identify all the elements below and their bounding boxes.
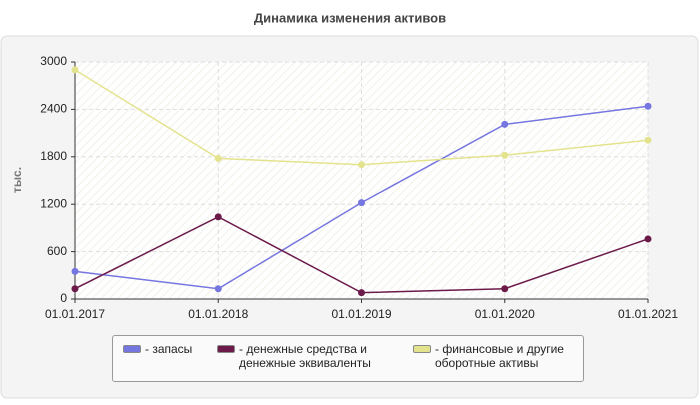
data-point [71, 267, 79, 275]
data-point [358, 161, 365, 169]
y-tick-label: 0 [60, 291, 67, 305]
legend-swatch [123, 345, 141, 353]
data-point [358, 199, 365, 207]
legend-item: - денежные средства и денежные эквивален… [217, 342, 399, 370]
data-point [501, 285, 509, 293]
data-point [214, 154, 222, 162]
x-tick-label: 01.01.2021 [618, 307, 678, 321]
data-point [214, 285, 222, 293]
data-point [214, 213, 222, 221]
legend: - запасы - денежные средства и денежные э… [112, 335, 584, 382]
legend-item: - финансовые и другие оборотные активы [413, 342, 595, 370]
data-point [644, 136, 652, 144]
data-point [71, 285, 79, 293]
legend-swatch [217, 345, 235, 353]
legend-label: - финансовые и другие оборотные активы [435, 342, 564, 370]
y-tick-label: 3000 [40, 54, 67, 68]
legend-label: - запасы [145, 342, 193, 356]
data-point [644, 235, 652, 243]
legend-swatch [413, 345, 431, 353]
chart-title: Динамика изменения активов [254, 10, 446, 25]
legend-label: - денежные средства и денежные эквивален… [239, 342, 371, 370]
x-tick-label: 01.01.2018 [188, 307, 248, 321]
x-tick-label: 01.01.2017 [45, 307, 105, 321]
y-axis-label: тыс. [10, 167, 24, 193]
y-tick-label: 1800 [40, 149, 67, 163]
data-point [501, 120, 509, 128]
legend-item: - запасы [123, 342, 225, 356]
data-point [644, 102, 652, 110]
x-tick-label: 01.01.2019 [331, 307, 391, 321]
y-tick-label: 1200 [40, 196, 67, 210]
x-tick-label: 01.01.2020 [475, 307, 535, 321]
y-tick-label: 600 [47, 244, 67, 258]
y-tick-label: 2400 [40, 102, 67, 116]
data-point [501, 151, 509, 159]
data-point [358, 289, 365, 297]
data-point [71, 66, 79, 74]
